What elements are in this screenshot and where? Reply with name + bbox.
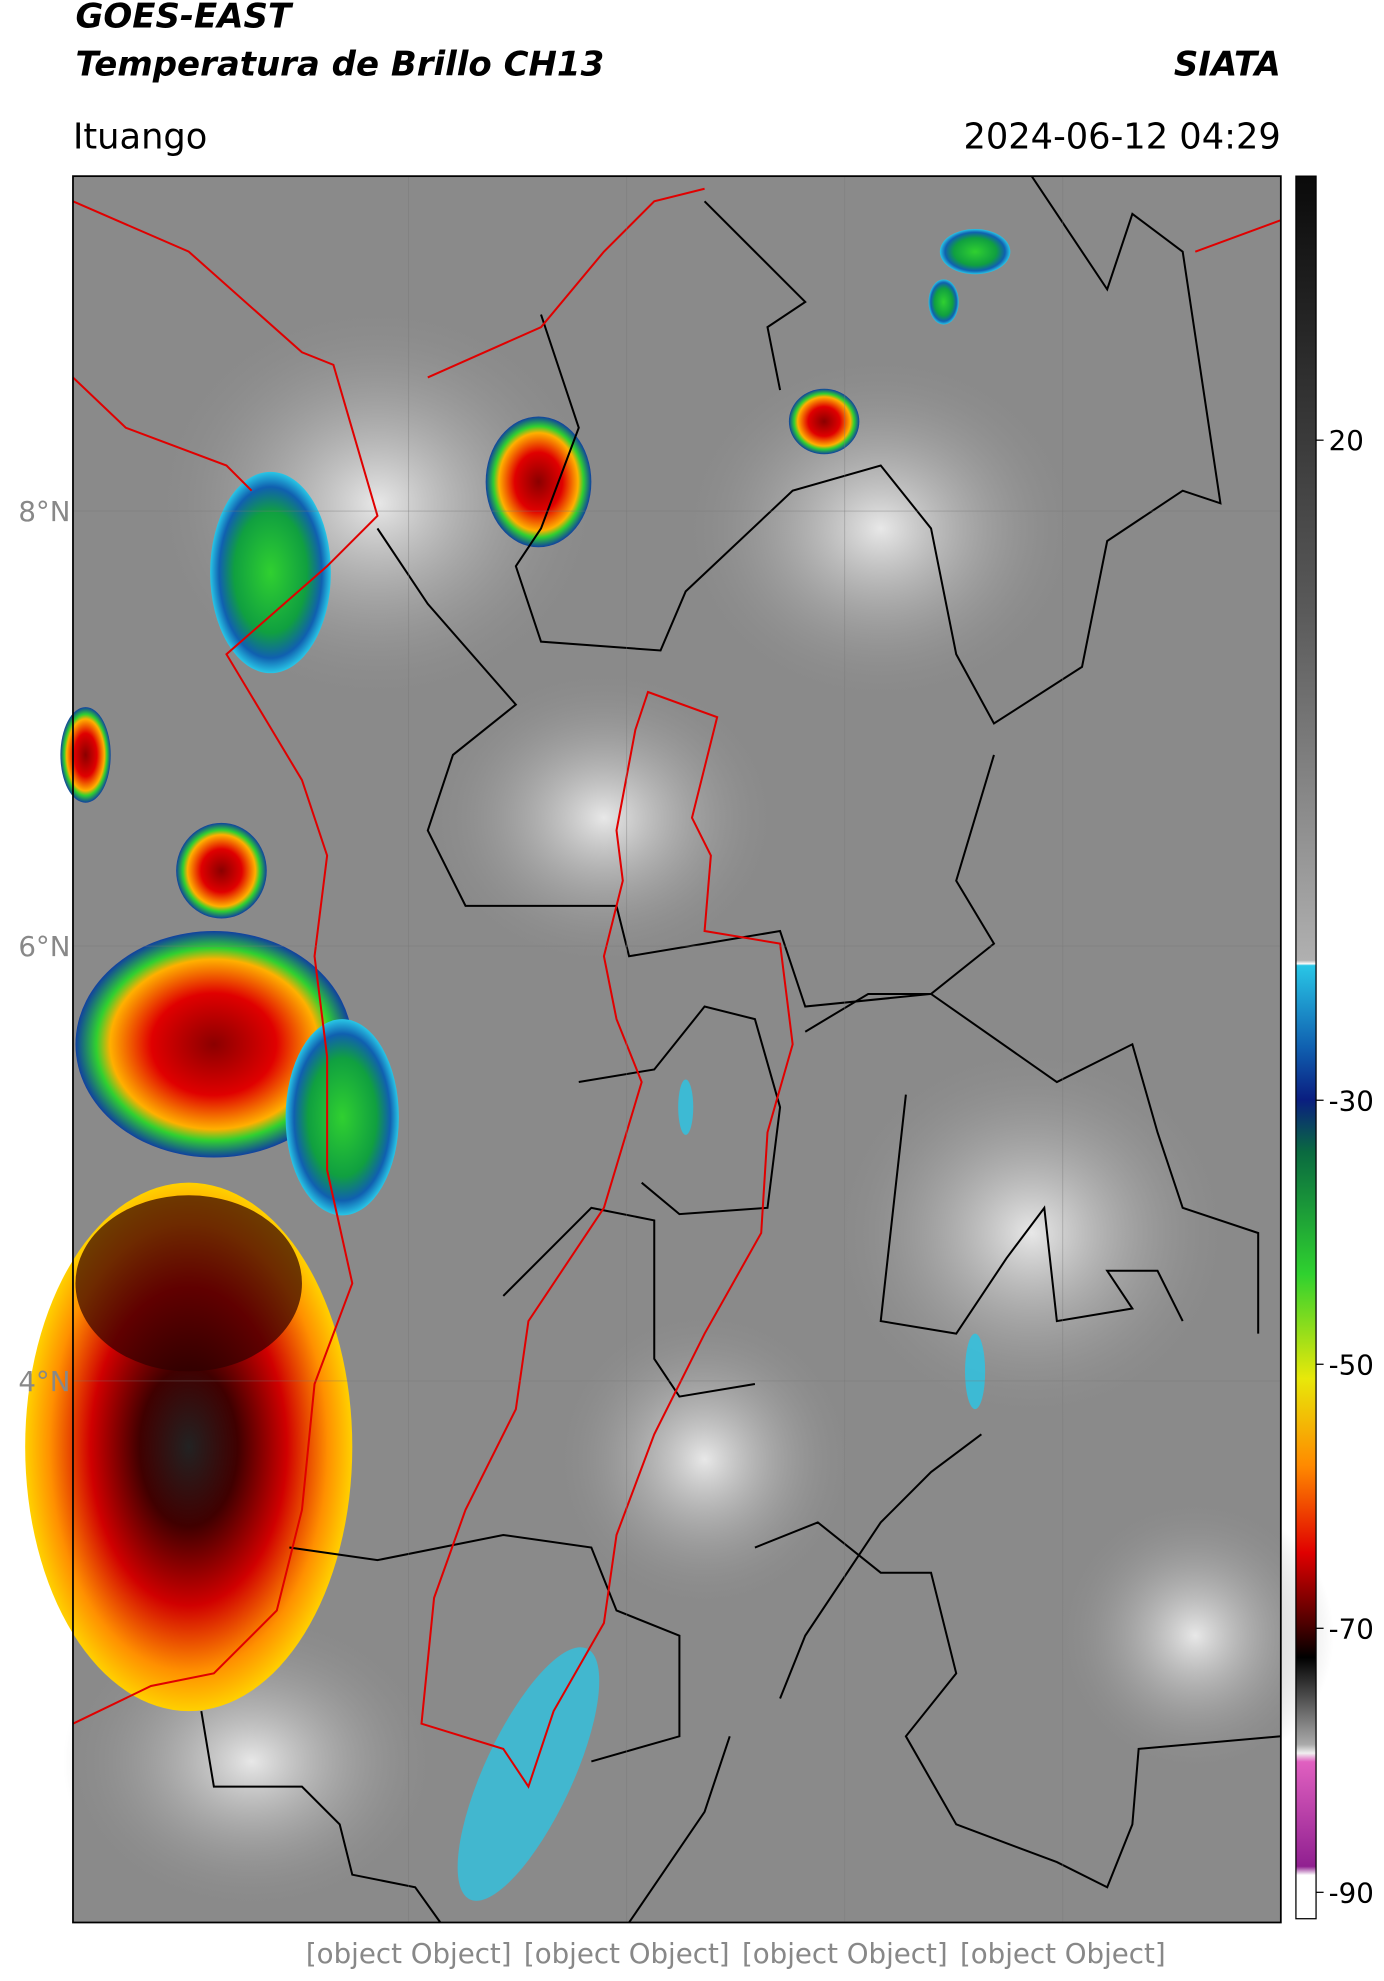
lon-label: [object Object]	[742, 1937, 948, 1970]
lon-label: [object Object]	[306, 1937, 512, 1970]
colorbar	[1295, 175, 1317, 1920]
brand: SIATA	[1174, 44, 1281, 84]
title: GOES-EAST	[75, 0, 293, 37]
graticule	[72, 176, 1281, 1923]
colorbar-label: -70	[1329, 1612, 1374, 1645]
lat-label: 4°N	[18, 1365, 70, 1398]
lat-label: 8°N	[18, 495, 70, 528]
colorbar-label: -30	[1329, 1084, 1374, 1117]
lon-label: [object Object]	[524, 1937, 730, 1970]
satellite-image	[25, 175, 1334, 1924]
lat-label: 6°N	[18, 930, 70, 963]
colorbar-label: 20	[1329, 424, 1364, 457]
map-frame	[72, 175, 1282, 1924]
colorbar-label: -90	[1329, 1876, 1374, 1909]
lon-label: [object Object]	[960, 1937, 1166, 1970]
datetime: 2024-06-12 04:29	[963, 116, 1280, 157]
subtitle: Temperatura de Brillo CH13	[75, 44, 604, 84]
colorbar-label: -50	[1329, 1348, 1374, 1381]
location: Ituango	[73, 116, 207, 157]
